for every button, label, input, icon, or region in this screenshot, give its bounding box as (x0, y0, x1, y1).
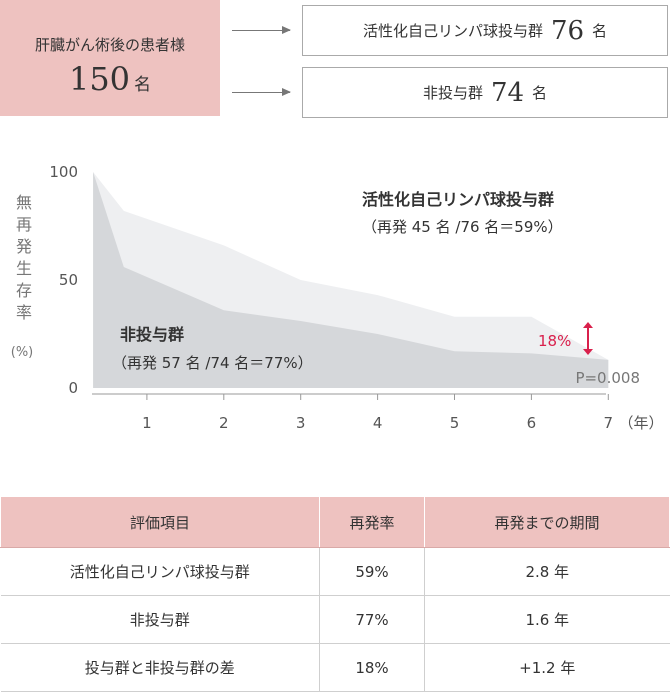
x-ticks-group: 1 2 3 4 5 6 7 (142, 394, 613, 432)
untreated-group-label: 非投与群 (422, 84, 483, 102)
table-header-cell: 評価項目 (0, 496, 320, 548)
table-cell: 1.6 年 (424, 595, 670, 644)
untreated-group-unit: 名 (532, 84, 548, 102)
table-cell: 非投与群 (0, 595, 320, 644)
table-row: 活性化自己リンパ球投与群 59% 2.8 年 (0, 547, 670, 596)
y-tick-label: 100 (49, 163, 78, 181)
y-axis-label-char: 存 (16, 281, 32, 300)
treated-group-label: 活性化自己リンパ球投与群 (362, 22, 543, 40)
table-header-row: 評価項目 再発率 再発までの期間 (0, 496, 670, 548)
x-tick-label: 1 (142, 414, 152, 432)
summary-table: 評価項目 再発率 再発までの期間 活性化自己リンパ球投与群 59% 2.8 年 … (0, 496, 670, 692)
table-row: 投与群と非投与群の差 18% +1.2 年 (0, 643, 670, 692)
difference-arrow-head-down (583, 349, 593, 355)
y-axis-unit: (%) (11, 345, 34, 360)
area-series-group (93, 172, 609, 388)
table-header-cell: 再発率 (319, 496, 425, 548)
table-cell: +1.2 年 (424, 643, 670, 692)
x-tick-label: 5 (450, 414, 460, 432)
patients-count-unit: 名 (134, 75, 152, 95)
y-axis-label-char: 発 (16, 237, 32, 256)
x-tick-label: 6 (527, 414, 537, 432)
patients-count-number: 150 (68, 60, 131, 98)
y-axis-label-char: 生 (16, 259, 32, 278)
difference-label: 18% (538, 332, 571, 350)
table-header-cell: 再発までの期間 (424, 496, 670, 548)
arrow-to-treated-icon (232, 26, 291, 34)
untreated-series-name: 非投与群 (120, 325, 184, 344)
table-cell: 18% (319, 643, 425, 692)
untreated-group-box: 非投与群 74 名 (302, 67, 668, 118)
area-series-untreated (93, 172, 609, 388)
difference-arrow-icon (583, 322, 593, 355)
y-axis-label-char: 無 (16, 193, 32, 212)
table-row: 非投与群 77% 1.6 年 (0, 595, 670, 644)
treated-series-name: 活性化自己リンパ球投与群 (362, 190, 554, 209)
y-axis-label-char: 率 (16, 303, 32, 322)
p-value-label: P=0.008 (575, 369, 640, 387)
treated-group-box: 活性化自己リンパ球投与群 76 名 (302, 5, 668, 56)
arrow-to-untreated-icon (232, 88, 291, 96)
table-cell: 77% (319, 595, 425, 644)
x-tick-label: 2 (219, 414, 229, 432)
table-cell: 2.8 年 (424, 547, 670, 596)
treated-group-unit: 名 (592, 22, 608, 40)
y-tick-label: 0 (68, 379, 78, 397)
x-axis-unit: （年） (618, 414, 663, 432)
treated-series-annotation: （再発 45 名 /76 名＝59%） (362, 218, 563, 236)
y-ticks-group: 0 50 100 (49, 163, 78, 397)
patients-label: 肝臓がん術後の患者様 (34, 36, 185, 54)
treated-group-count: 76 (550, 15, 585, 46)
x-tick-label: 3 (296, 414, 306, 432)
y-axis-label-char: 再 (16, 215, 32, 234)
patients-count: 150 名 (0, 60, 220, 98)
y-tick-label: 50 (59, 271, 78, 289)
patients-box: 肝臓がん術後の患者様 150 名 (0, 0, 220, 116)
difference-arrow-head-up (583, 322, 593, 328)
table-cell: 投与群と非投与群の差 (0, 643, 320, 692)
untreated-series-annotation: （再発 57 名 /74 名＝77%） (112, 354, 313, 372)
table-cell: 59% (319, 547, 425, 596)
x-tick-label: 4 (373, 414, 383, 432)
x-tick-label: 7 (604, 414, 614, 432)
untreated-group-count: 74 (490, 77, 525, 108)
table-cell: 活性化自己リンパ球投与群 (0, 547, 320, 596)
